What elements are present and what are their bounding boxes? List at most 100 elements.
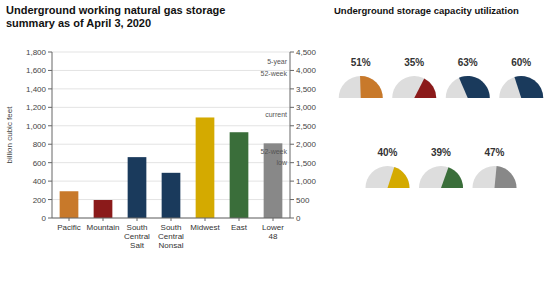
- text-line: Nonsal: [159, 241, 184, 250]
- tick-label: 1,200: [26, 103, 47, 112]
- tick-mark: [273, 218, 274, 221]
- tick-label: 3,500: [296, 85, 317, 94]
- annotation: 52-week: [261, 148, 288, 155]
- gauge-track: [499, 76, 543, 98]
- gauge-fill: [414, 78, 436, 98]
- gauge-track: [366, 166, 410, 188]
- chart-title: Underground working natural gas storages…: [6, 4, 225, 29]
- tick-label: 1,000: [296, 177, 317, 186]
- text-line: Salt: [130, 241, 145, 250]
- data-label: 47%: [484, 147, 504, 158]
- tick-mark: [48, 125, 52, 126]
- tick-label: 1,000: [26, 122, 47, 131]
- bars: [60, 117, 283, 218]
- grid-line: [52, 144, 290, 145]
- data-label: 63%: [458, 57, 478, 68]
- bar: [162, 173, 181, 218]
- tick-mark: [290, 88, 294, 89]
- gauge-fill: [388, 167, 410, 188]
- tick-mark: [103, 218, 104, 221]
- text-line: Midwest: [190, 223, 220, 232]
- category-label: Pacific: [57, 223, 81, 232]
- gauge-track: [473, 166, 517, 188]
- tick-mark: [290, 199, 294, 200]
- tick-label: 500: [296, 196, 310, 205]
- bar-chart: Underground working natural gas storages…: [5, 4, 317, 250]
- text-line: Mountain: [87, 223, 120, 232]
- tick-mark: [48, 199, 52, 200]
- tick-mark: [290, 162, 294, 163]
- text-line: summary as of April 3, 2020: [6, 17, 151, 29]
- tick-mark: [239, 218, 240, 221]
- data-label: 60%: [511, 57, 531, 68]
- tick-mark: [290, 107, 294, 108]
- category-label: SouthCentralSalt: [124, 223, 150, 250]
- tick-label: 4,000: [296, 66, 317, 75]
- bar: [196, 117, 215, 218]
- tick-mark: [48, 181, 52, 182]
- text-line: Lower: [262, 223, 284, 232]
- tick-mark: [48, 70, 52, 71]
- text-line: Underground working natural gas storage: [6, 4, 225, 16]
- tick-label: 400: [33, 177, 47, 186]
- category-label: SouthCentralNonsal: [158, 223, 184, 250]
- gauge-fill: [495, 166, 517, 188]
- data-label: 35%: [404, 57, 424, 68]
- tick-mark: [48, 218, 52, 219]
- category-label: Lower48: [262, 223, 284, 241]
- text-line: East: [231, 223, 248, 232]
- tick-mark: [205, 218, 206, 221]
- annotation: low: [276, 159, 287, 166]
- grid-line: [52, 88, 290, 89]
- tick-label: 1,500: [296, 159, 317, 168]
- tick-label: 2,500: [296, 122, 317, 131]
- text-line: 48: [269, 232, 278, 241]
- tick-mark: [290, 125, 294, 126]
- grid-line: [52, 162, 290, 163]
- tick-mark: [69, 218, 70, 221]
- annotation: current: [265, 111, 287, 118]
- tick-mark: [48, 144, 52, 145]
- tick-label: 600: [33, 159, 47, 168]
- tick-label: 1,800: [26, 48, 47, 57]
- tick-label: 200: [33, 196, 47, 205]
- dashboard: Underground working natural gas storages…: [0, 0, 550, 305]
- tick-mark: [290, 52, 294, 53]
- tick-mark: [137, 218, 138, 221]
- gauge-track: [446, 76, 490, 98]
- bar: [94, 200, 113, 218]
- data-label: 39%: [431, 147, 451, 158]
- gauge-fill: [459, 76, 490, 98]
- chart-title: Underground storage capacity utilization: [334, 5, 519, 16]
- category-label: Midwest: [190, 223, 220, 232]
- tick-mark: [48, 52, 52, 53]
- gauge-track: [419, 166, 463, 188]
- tick-mark: [290, 144, 294, 145]
- gauge-fill: [514, 76, 543, 98]
- tick-mark: [290, 181, 294, 182]
- text-line: South: [127, 223, 148, 232]
- grid-line: [52, 52, 290, 53]
- tick-label: 0: [296, 214, 301, 223]
- tick-label: 4,500: [296, 48, 317, 57]
- annotation: 52-week: [261, 70, 288, 77]
- tick-label: 0: [42, 214, 47, 223]
- tick-label: 800: [33, 140, 47, 149]
- tick-mark: [48, 88, 52, 89]
- tick-mark: [48, 107, 52, 108]
- tick-label: 3,000: [296, 103, 317, 112]
- bar: [128, 157, 147, 218]
- category-label: East: [231, 223, 248, 232]
- tick-mark: [48, 162, 52, 163]
- data-label: 40%: [377, 147, 397, 158]
- tick-mark: [290, 70, 294, 71]
- tick-mark: [290, 218, 294, 219]
- tick-label: 1,600: [26, 66, 47, 75]
- tick-label: 2,000: [296, 140, 317, 149]
- gauge-fill: [360, 76, 383, 98]
- tick-label: 1,400: [26, 85, 47, 94]
- tick-mark: [171, 218, 172, 221]
- grid-line: [52, 70, 290, 71]
- grid-line: [52, 125, 290, 126]
- y2-axis: [290, 52, 291, 218]
